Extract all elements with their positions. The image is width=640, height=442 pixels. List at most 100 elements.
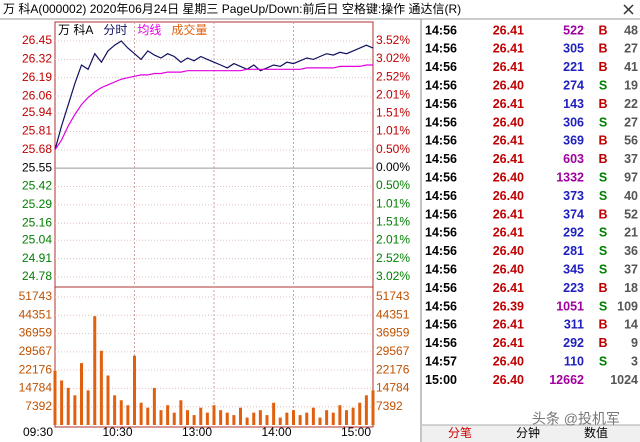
y2-tick-label: 2.01% — [376, 88, 410, 102]
trade-volume: 221 — [563, 60, 584, 74]
volume-bar — [298, 415, 302, 425]
trade-volume: 110 — [564, 354, 584, 368]
y2-tick-label: 22176 — [376, 362, 410, 376]
y2-tick-label: 0.50% — [376, 178, 410, 192]
trade-row: 14:56 26.41 292 B 9 — [425, 336, 638, 350]
tab[interactable]: 分笔 — [448, 425, 472, 440]
volume-bar — [53, 370, 57, 425]
y-tick-label: 25.42 — [22, 179, 52, 193]
y2-tick-label: 3.02% — [376, 51, 410, 65]
trade-volume: 292 — [563, 226, 584, 240]
volume-bar — [186, 410, 189, 425]
volume-bar — [239, 407, 242, 425]
close-icon[interactable] — [623, 4, 634, 15]
volume-bar — [364, 395, 368, 425]
y2-tick-label: 2.01% — [376, 233, 410, 247]
volume-bar — [86, 390, 90, 425]
trade-price: 26.41 — [493, 23, 524, 37]
trade-count: 21 — [624, 226, 638, 240]
trade-count: 109 — [617, 299, 638, 313]
trade-price: 26.41 — [493, 207, 524, 221]
trade-side: S — [599, 170, 607, 184]
trade-row: 14:56 26.41 311 B 14 — [425, 318, 638, 332]
trade-price: 26.40 — [493, 262, 524, 276]
volume-bar — [245, 417, 249, 425]
trade-row: 14:56 26.41 143 B 22 — [425, 97, 638, 111]
legend-item: 成交量 — [171, 22, 207, 37]
volume-bar — [212, 405, 216, 425]
legend-item: 分时 — [103, 23, 127, 37]
trade-time: 14:56 — [425, 262, 457, 276]
volume-bar — [292, 410, 295, 425]
trade-side: S — [599, 115, 607, 129]
trade-row: 14:56 26.41 292 S 21 — [425, 226, 638, 240]
trade-time: 14:56 — [425, 23, 457, 37]
y-tick-label: 51743 — [19, 289, 53, 303]
trade-row: 14:57 26.40 110 S 3 — [425, 354, 638, 368]
trade-price: 26.41 — [493, 281, 524, 295]
trade-count: 52 — [624, 207, 638, 221]
volume-bar — [73, 395, 77, 425]
y2-tick-label: 2.52% — [376, 69, 410, 83]
y-tick-label: 25.55 — [22, 160, 52, 174]
trade-side: S — [599, 262, 607, 276]
y2-tick-label: 14784 — [376, 381, 410, 395]
trade-time: 14:57 — [425, 354, 457, 368]
volume-bar — [318, 417, 322, 425]
trade-volume: 373 — [563, 189, 584, 203]
trade-count: 37 — [624, 262, 638, 276]
volume-bar — [99, 350, 103, 425]
y2-tick-label: 1.51% — [376, 106, 410, 120]
x-tick-label: 15:00 — [341, 425, 371, 439]
trade-price: 26.41 — [493, 60, 524, 74]
trade-volume: 281 — [563, 244, 584, 258]
trade-count: 9 — [631, 336, 638, 350]
y2-tick-label: 1.01% — [376, 197, 410, 211]
trade-row: 14:56 26.41 374 B 52 — [425, 207, 638, 221]
trade-side: B — [598, 42, 607, 56]
trade-volume: 369 — [563, 134, 584, 148]
trade-time: 14:56 — [425, 189, 457, 203]
volume-bar — [258, 410, 262, 425]
y2-tick-label: 3.52% — [376, 33, 410, 47]
volume-bar — [351, 407, 355, 425]
trade-volume: 223 — [563, 281, 584, 295]
trade-volume: 305 — [563, 42, 584, 56]
trade-price: 26.41 — [493, 226, 524, 240]
tab[interactable]: 数值 — [584, 425, 608, 440]
trade-time: 14:56 — [425, 152, 457, 166]
trade-count: 3 — [631, 354, 638, 368]
y-tick-label: 24.78 — [22, 269, 52, 283]
trade-volume: 306 — [563, 115, 584, 129]
trade-price: 26.41 — [493, 336, 524, 350]
trade-row: 14:56 26.40 274 S 19 — [425, 78, 638, 92]
trade-count: 27 — [624, 115, 638, 129]
volume-bar — [119, 400, 123, 425]
y-tick-label: 29567 — [19, 344, 53, 358]
trade-time: 14:56 — [425, 170, 457, 184]
y-tick-label: 24.91 — [22, 251, 52, 265]
tab[interactable]: 分钟 — [516, 425, 540, 440]
volume-bar — [60, 380, 64, 425]
trade-time: 14:56 — [425, 207, 457, 221]
trade-count: 97 — [624, 170, 638, 184]
volume-bar — [126, 405, 130, 425]
volume-bar — [166, 405, 170, 425]
volume-bar — [331, 412, 335, 425]
close-button[interactable] — [623, 4, 634, 15]
volume-bar — [278, 417, 282, 425]
trade-count: 1024 — [610, 373, 638, 387]
trade-price: 26.40 — [493, 115, 524, 129]
trade-time: 14:56 — [425, 97, 457, 111]
volume-bar — [93, 316, 97, 425]
trade-volume: 143 — [563, 97, 584, 111]
y-tick-label: 26.32 — [22, 52, 52, 66]
volume-bar — [225, 412, 229, 425]
volume-bar — [232, 415, 236, 425]
price-line — [54, 40, 374, 150]
volume-bar — [179, 400, 183, 425]
trade-row: 14:56 26.39 1051 S 109 — [425, 299, 638, 313]
trade-row: 14:56 26.40 1332 S 97 — [425, 170, 638, 184]
trade-volume: 374 — [563, 207, 584, 221]
trade-count: 19 — [624, 78, 638, 92]
